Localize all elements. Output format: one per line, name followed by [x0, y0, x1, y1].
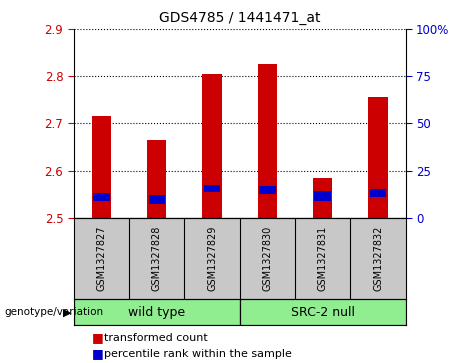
Text: GSM1327829: GSM1327829 [207, 226, 217, 291]
Bar [314, 191, 331, 201]
Bar [370, 189, 386, 196]
Bar [259, 186, 276, 194]
Text: GSM1327827: GSM1327827 [96, 226, 106, 291]
Title: GDS4785 / 1441471_at: GDS4785 / 1441471_at [159, 11, 320, 25]
Text: percentile rank within the sample: percentile rank within the sample [104, 349, 292, 359]
Bar [148, 195, 165, 204]
Bar [313, 178, 332, 218]
Text: ▶: ▶ [63, 307, 71, 317]
Text: GSM1327831: GSM1327831 [318, 226, 328, 291]
Text: GSM1327830: GSM1327830 [262, 226, 272, 291]
Text: transformed count: transformed count [104, 333, 207, 343]
Text: GSM1327832: GSM1327832 [373, 226, 383, 291]
Bar [240, 299, 406, 325]
Bar [93, 193, 110, 201]
Bar [92, 116, 111, 218]
Bar [147, 140, 166, 218]
Text: GSM1327828: GSM1327828 [152, 226, 162, 291]
Text: ■: ■ [92, 347, 104, 360]
Bar [204, 185, 220, 192]
Text: SRC-2 null: SRC-2 null [291, 306, 355, 319]
Bar [368, 97, 388, 218]
Bar [202, 74, 222, 218]
Bar [74, 299, 240, 325]
Bar [258, 64, 277, 218]
Text: wild type: wild type [128, 306, 185, 319]
Text: ■: ■ [92, 331, 104, 344]
Text: genotype/variation: genotype/variation [5, 307, 104, 317]
